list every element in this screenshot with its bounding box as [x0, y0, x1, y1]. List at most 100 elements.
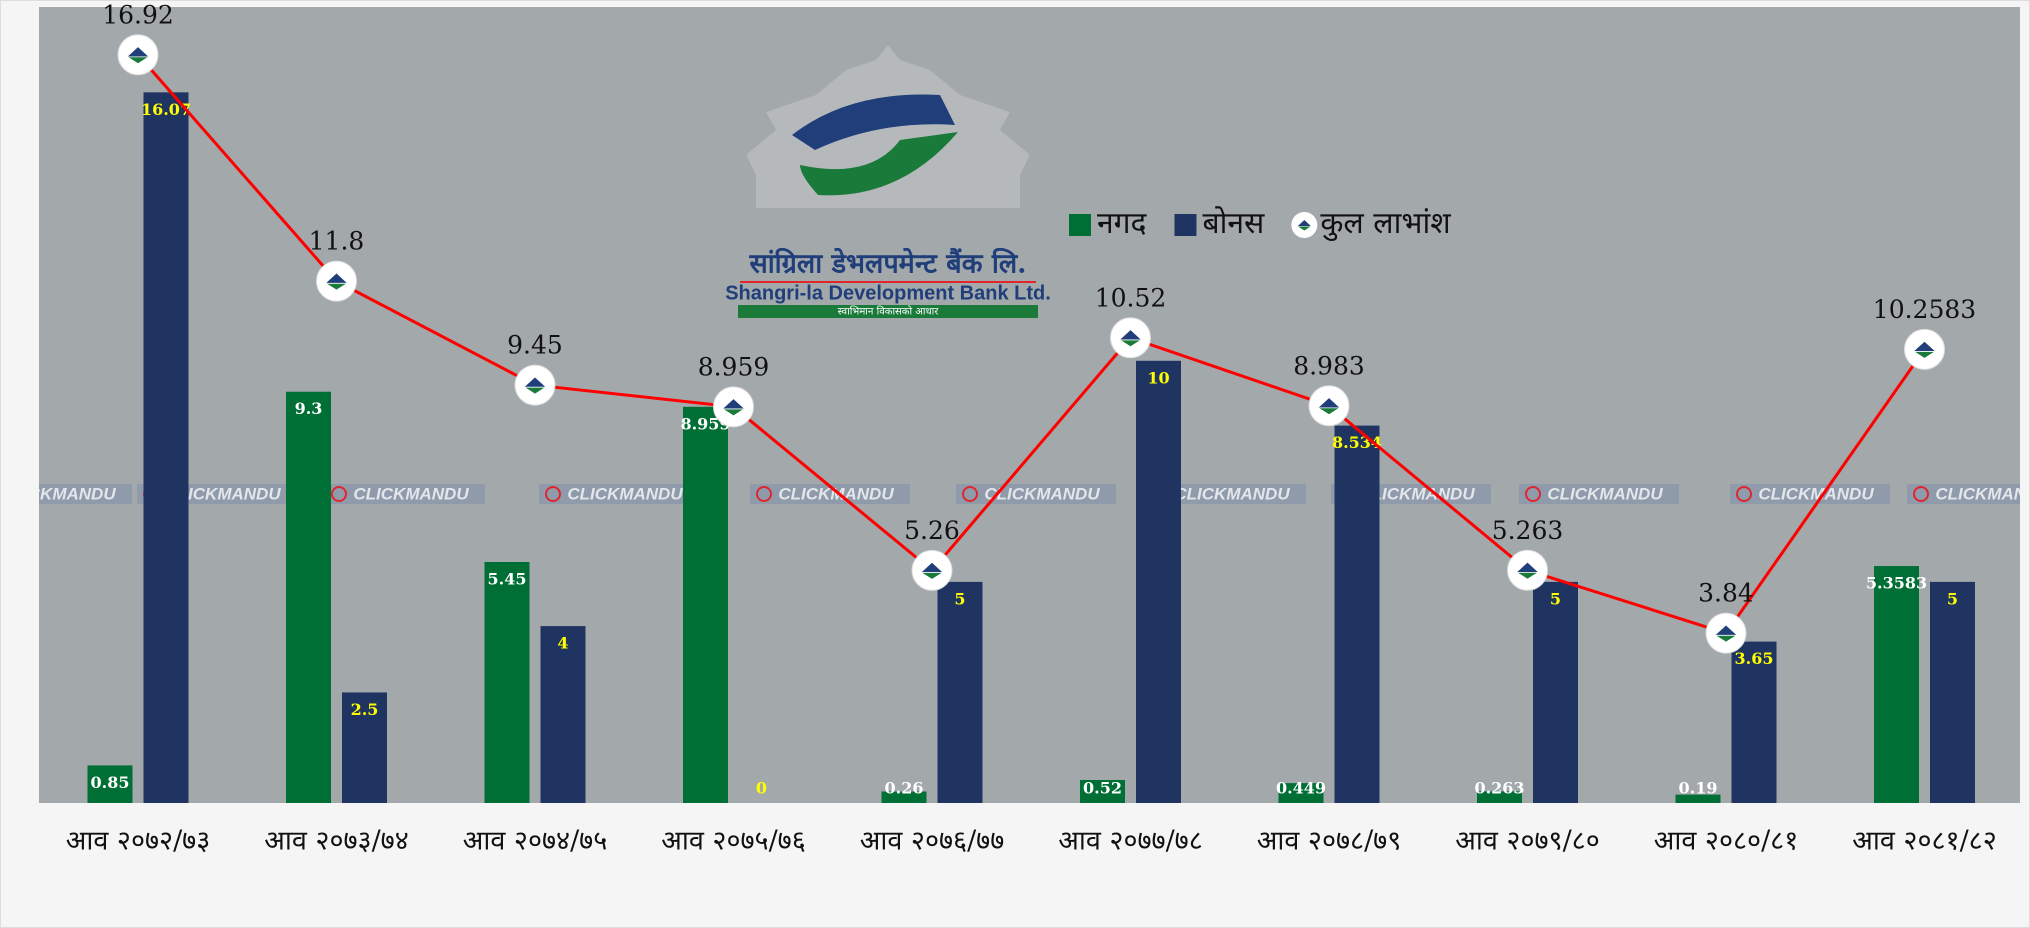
watermark-icon — [1736, 486, 1752, 502]
bar-value-label: 5.3583 — [1866, 574, 1927, 593]
bar-value-label: 10 — [1147, 368, 1169, 387]
watermark-box — [1146, 484, 1306, 504]
watermark-icon — [1913, 486, 1929, 502]
marker-icon — [1518, 572, 1537, 579]
marker-icon — [1914, 341, 1935, 352]
marker-icon — [724, 409, 743, 416]
watermarks: CLICKMANDU CLICKMANDU CLICKMANDU CLICKMANDU… — [39, 484, 2030, 504]
line-value-label: 8.959 — [698, 352, 770, 381]
bar — [1334, 425, 1380, 803]
bar-value-label: 0.26 — [885, 779, 924, 798]
watermark: CLICKMANDU — [1758, 484, 1874, 503]
marker-icon — [1319, 408, 1339, 415]
bar-value-label: 0.449 — [1276, 779, 1326, 798]
bar-value-label: 5 — [954, 589, 965, 608]
bar-value-label: 0.263 — [1474, 779, 1524, 798]
watermark-box — [539, 484, 699, 504]
legend-label: नगद — [1097, 206, 1148, 241]
bar-value-label: 9.3 — [295, 399, 323, 418]
line — [136, 53, 1926, 635]
x-tick-label: आव २०७३/७४ — [264, 826, 409, 857]
marker-icon — [921, 562, 943, 573]
watermark: CLICKMANDU — [1359, 484, 1475, 503]
watermark: CLICKMANDU — [984, 484, 1100, 503]
x-tick-label: आव २०८१/८२ — [1852, 826, 1997, 857]
logo-name-en: Shangri-la Development Bank Ltd. — [725, 282, 1051, 304]
marker-icon — [1297, 220, 1311, 227]
watermark-box — [1730, 484, 1890, 504]
marker-icon — [1517, 562, 1538, 572]
bar-value-label: 5 — [1550, 589, 1561, 608]
marker-icon — [1318, 398, 1340, 408]
bar-value-label: 4 — [557, 634, 568, 653]
marker-icon — [723, 399, 744, 409]
watermark-box — [39, 484, 132, 504]
logo-name-np: सांग्रिला डेभलपमेन्ट बैंक लि. — [748, 248, 1026, 280]
watermark-box — [1907, 484, 2020, 504]
bar-value-label: 3.65 — [1735, 649, 1774, 668]
x-tick-label: आव २०७९/८० — [1455, 826, 1600, 857]
watermark: CLICKMANDU — [353, 484, 469, 503]
x-tick-label: आव २०७४/७५ — [463, 826, 608, 857]
marker-icon — [1915, 351, 1934, 358]
watermark-icon — [962, 486, 978, 502]
line-value-label: 5.26 — [904, 516, 960, 545]
bar-value-label: 16.07 — [141, 100, 191, 119]
watermark-icon — [756, 486, 772, 502]
line-value-label: 11.8 — [309, 227, 365, 256]
logo: सांग्रिला डेभलपमेन्ट बैंक लि. Shangri-la… — [725, 45, 1051, 318]
watermark-icon — [1525, 486, 1541, 502]
marker-icon — [922, 572, 942, 579]
marker-icon — [326, 273, 347, 283]
bar — [1533, 581, 1578, 803]
line-value-label: 8.983 — [1293, 351, 1365, 380]
x-tick-label: आव २०७७/७८ — [1058, 826, 1203, 857]
bar — [1930, 581, 1975, 803]
bar-value-label: 5 — [1947, 589, 1958, 608]
bar — [1278, 783, 1324, 803]
watermark: CLICKMANDU — [1935, 484, 2030, 503]
watermark: CLICKMANDU — [1174, 484, 1290, 503]
marker-icon — [525, 387, 545, 394]
x-tick-label: आव २०७२/७३ — [66, 826, 211, 857]
bar — [1874, 566, 1919, 803]
watermark: CLICKMANDU — [165, 484, 281, 503]
x-tick-label: आव २०८०/८१ — [1654, 826, 1799, 857]
watermark-icon — [545, 486, 561, 502]
legend-swatch — [1174, 214, 1197, 236]
bar — [342, 692, 387, 803]
line-value-label: 10.2583 — [1873, 295, 1976, 324]
logo-band — [738, 305, 1038, 318]
bar — [143, 92, 189, 804]
bar — [286, 391, 331, 803]
marker-icon — [1121, 340, 1140, 347]
bar-value-label: 0 — [756, 779, 767, 798]
line-value-label: 5.263 — [1492, 516, 1564, 545]
bar-value-label: 0.19 — [1679, 779, 1718, 798]
watermark-icon — [331, 486, 347, 502]
bar-value-label: 0.52 — [1083, 779, 1122, 798]
x-tick-label: आव २०७८/७९ — [1257, 826, 1402, 857]
bar — [1675, 794, 1721, 803]
watermark-box — [1519, 484, 1679, 504]
bar — [937, 581, 983, 803]
line-value-label: 10.52 — [1095, 283, 1167, 312]
bar — [484, 561, 530, 803]
bar-value-label: 5.45 — [488, 569, 527, 588]
bar — [683, 406, 728, 803]
watermark-box — [325, 484, 485, 504]
watermark-box — [750, 484, 910, 504]
bar — [881, 791, 927, 803]
bar — [540, 626, 586, 803]
line-value-label: 3.84 — [1698, 579, 1754, 608]
marker-icon — [1715, 625, 1737, 635]
logo-blue — [792, 94, 955, 150]
watermark: CLICKMANDU — [778, 484, 894, 503]
plot-area — [39, 7, 2020, 803]
marker-icon — [1716, 635, 1736, 642]
marker-icon — [128, 57, 148, 64]
marker-icon — [1120, 330, 1141, 340]
watermark: CLICKMANDU — [1547, 484, 1663, 503]
